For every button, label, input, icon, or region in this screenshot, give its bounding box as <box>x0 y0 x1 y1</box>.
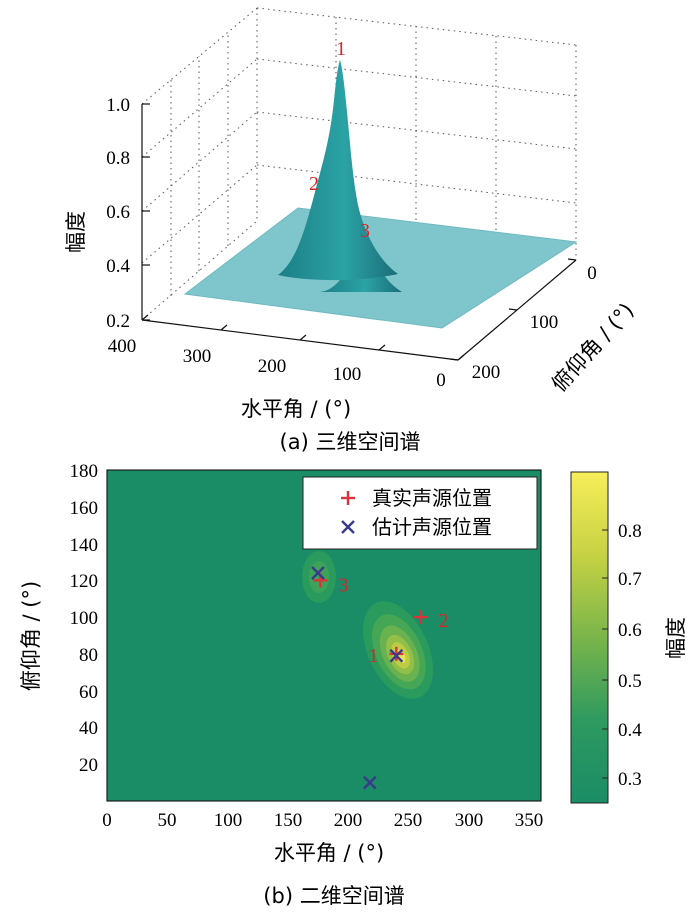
x-tick-label: 200 <box>334 810 363 831</box>
estimated-source-marker <box>389 648 404 663</box>
y-axis-label: 俯仰角 / (°) <box>547 298 639 396</box>
y-tick-labels: 200 100 0 <box>472 263 597 383</box>
estimated-source-marker <box>311 566 325 580</box>
y-tick-label: 120 <box>70 571 99 592</box>
heatmap-marks: 1 2 3 <box>311 566 448 790</box>
y-tick-label: 60 <box>79 682 98 703</box>
true-source-marker <box>389 646 404 661</box>
peak-labels: 1 2 3 <box>309 38 370 242</box>
x-tick-label: 300 <box>183 346 212 367</box>
legend-true-marker <box>341 491 355 505</box>
y-tick-label: 0 <box>587 263 597 284</box>
x-tick-label: 0 <box>102 810 112 831</box>
source-number-label: 1 <box>368 645 378 667</box>
z-axis-label: 幅度 <box>64 211 88 253</box>
contour-source-3 <box>302 551 336 603</box>
z-tick-label: 0.2 <box>106 311 130 332</box>
colorbar: 0.3 0.4 0.5 0.6 0.7 0.8 幅度 <box>570 471 688 804</box>
colorbar-tick: 0.8 <box>618 521 642 542</box>
y-tick-label: 80 <box>79 645 98 666</box>
x-tick-labels: 400 300 200 100 0 <box>108 336 446 391</box>
peak-label-2: 2 <box>309 173 319 195</box>
x-tick-label: 250 <box>394 810 423 831</box>
z-tick-label: 0.4 <box>106 256 130 277</box>
colorbar-tick: 0.4 <box>618 720 642 741</box>
colorbar-tick: 0.5 <box>618 671 642 692</box>
estimated-source-marker <box>362 775 377 790</box>
z-tick-label: 0.8 <box>106 148 130 169</box>
legend-est-marker <box>341 520 355 534</box>
y-tick-label: 20 <box>79 755 98 776</box>
colorbar-tick: 0.3 <box>618 769 642 790</box>
surface-peak-1 <box>278 60 398 281</box>
y-tick-label: 140 <box>70 535 99 556</box>
x-tick-label: 200 <box>258 356 287 377</box>
legend-true-label: 真实声源位置 <box>372 486 492 510</box>
heatmap-plot-2d: 1 2 3 0 50 100 150 200 250 300 350 水平角 / (… <box>19 461 688 908</box>
x-tick-label: 350 <box>515 810 544 831</box>
source-number-label: 3 <box>338 574 348 596</box>
colorbar-label: 幅度 <box>664 617 688 659</box>
legend-est-label: 估计声源位置 <box>372 515 492 539</box>
heatmap-y-axis-label: 俯仰角 / (°) <box>19 581 43 691</box>
colorbar-tick: 0.6 <box>618 620 642 641</box>
surface-plot-3d: 0.2 0.4 0.6 0.8 1.0 幅度 400 300 200 100 0… <box>64 7 639 454</box>
x-tick-label: 150 <box>274 810 303 831</box>
x-tick-label: 50 <box>158 810 177 831</box>
caption-b: (b) 二维空间谱 <box>263 884 404 908</box>
legend: 真实声源位置 估计声源位置 <box>302 476 538 550</box>
x-tick-label: 100 <box>214 810 243 831</box>
z-tick-labels: 0.2 0.4 0.6 0.8 1.0 <box>106 95 130 332</box>
y-tick-label: 160 <box>70 498 99 519</box>
z-tick-label: 1.0 <box>106 95 130 116</box>
x-axis-label: 水平角 / (°) <box>241 397 351 421</box>
x-tick-label: 400 <box>108 336 137 357</box>
heatmap-x-axis-label: 水平角 / (°) <box>274 841 384 865</box>
colorbar-tick: 0.7 <box>618 569 642 590</box>
y-tick-label: 200 <box>472 362 501 383</box>
caption-a: (a) 三维空间谱 <box>280 430 421 454</box>
y-tick-label: 180 <box>70 461 99 482</box>
heatmap-axes <box>106 469 542 802</box>
y-tick-label: 100 <box>530 312 559 333</box>
z-tick-label: 0.6 <box>106 202 130 223</box>
heatmap-y-tick-labels: 20 40 60 80 100 120 140 160 180 <box>70 461 99 776</box>
y-tick-label: 100 <box>70 608 99 629</box>
true-source-marker <box>413 610 428 625</box>
heatmap-x-tick-labels: 0 50 100 150 200 250 300 350 <box>102 810 543 831</box>
peak-label-3: 3 <box>360 220 370 242</box>
x-tick-label: 100 <box>333 364 362 385</box>
y-tick-label: 40 <box>79 718 98 739</box>
x-tick-label: 0 <box>436 370 446 391</box>
peak-label-1: 1 <box>336 38 346 60</box>
x-tick-label: 300 <box>455 810 484 831</box>
source-number-label: 2 <box>438 610 448 632</box>
